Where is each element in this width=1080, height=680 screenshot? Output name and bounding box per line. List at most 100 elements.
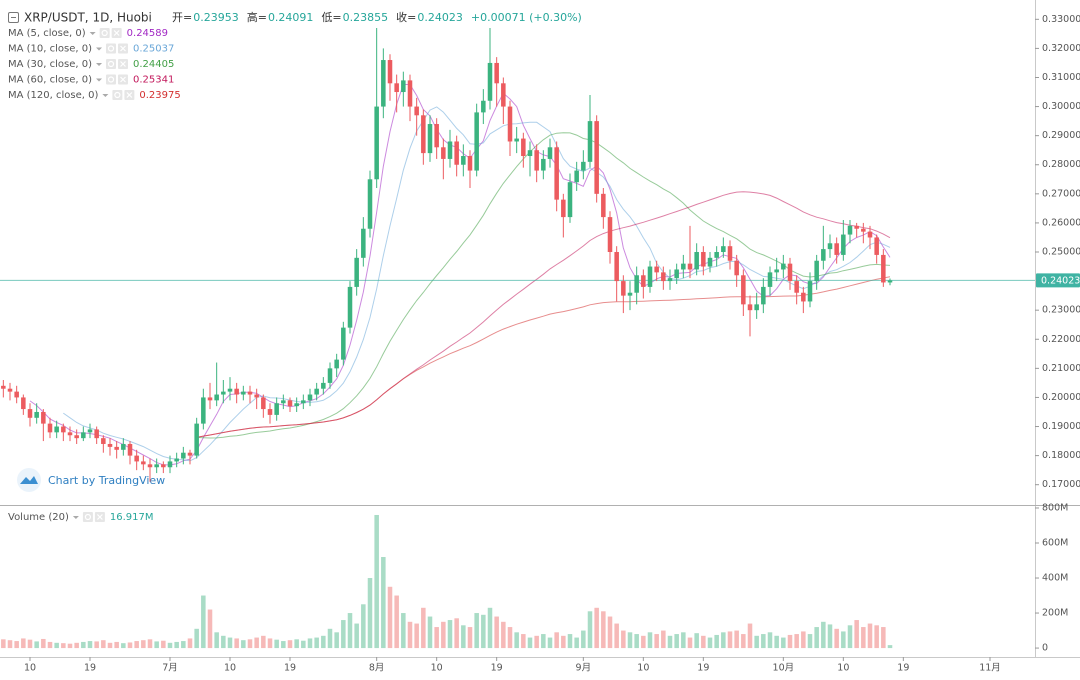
- candle-body: [247, 391, 253, 395]
- volume-bar: [94, 641, 99, 649]
- ohlc-label: 高=: [247, 10, 267, 24]
- volume-bar: [521, 634, 526, 649]
- y-tick-label: 0.22000: [1042, 334, 1080, 345]
- x-tick-label: 10: [431, 663, 443, 674]
- candle-body: [867, 231, 873, 238]
- volume-bar: [221, 635, 226, 649]
- volume-bar: [47, 641, 53, 649]
- candle-body: [394, 83, 399, 93]
- candle-body: [534, 150, 539, 171]
- volume-bar: [381, 557, 386, 649]
- candle-body: [327, 368, 333, 383]
- volume-bar: [307, 638, 313, 649]
- volume-bar: [661, 630, 666, 649]
- volume-bar: [867, 623, 873, 649]
- watermark: Chart by TradingView: [17, 468, 165, 492]
- candle-body: [221, 391, 226, 395]
- volume-bar: [667, 635, 673, 649]
- candle-body: [767, 272, 773, 287]
- chart-title: XRP/USDT, 1D, Huobi: [24, 11, 152, 25]
- candle-body: [634, 275, 639, 293]
- candle-body: [434, 124, 439, 148]
- volume-bar: [167, 642, 173, 649]
- volume-bar: [854, 620, 859, 649]
- ma-legend-value: 0.23975: [139, 90, 180, 101]
- volume-bar: [654, 634, 659, 649]
- volume-bar: [514, 632, 519, 649]
- volume-bar: [827, 624, 833, 649]
- volume-bar: [34, 641, 39, 649]
- ohlc-label: 开=: [172, 11, 192, 24]
- y-tick-label: 0.18000: [1042, 450, 1080, 461]
- settings-button[interactable]: [106, 59, 117, 69]
- settings-button[interactable]: [106, 74, 117, 85]
- candle-body: [81, 432, 86, 439]
- settings-icon: [114, 91, 121, 99]
- y-tick-label: 0.29000: [1042, 130, 1080, 141]
- y-tick-label: 0.32000: [1042, 43, 1080, 54]
- ohlc-label: 收=: [396, 10, 416, 24]
- candle-body: [674, 269, 679, 279]
- dropdown-arrow: [72, 516, 79, 519]
- volume-bar: [387, 586, 393, 649]
- candle-body: [647, 266, 653, 287]
- volume-bar: [247, 639, 253, 649]
- candle-body: [281, 400, 286, 404]
- settings-button[interactable]: [99, 28, 110, 38]
- dropdown-arrow: [89, 32, 96, 35]
- candle-body: [407, 80, 413, 107]
- volume-bar: [807, 634, 813, 649]
- candle-body: [627, 292, 633, 296]
- x-tick-label: 7月: [162, 663, 178, 674]
- candle-body: [507, 106, 513, 142]
- candle-body: [787, 263, 793, 282]
- ma-legend-name: MA (10, close, 0): [8, 44, 92, 55]
- volume-bar: [401, 613, 406, 649]
- volume-bar: [441, 621, 446, 649]
- remove-icon: [126, 92, 133, 98]
- settings-button[interactable]: [82, 512, 93, 522]
- candle-body: [774, 269, 779, 273]
- candle-body: [174, 458, 179, 462]
- volume-y-tick-label: 200M: [1042, 608, 1068, 619]
- volume-bar: [547, 637, 553, 649]
- volume-bar: [887, 645, 893, 649]
- y-tick-label: 0.26000: [1042, 217, 1080, 228]
- price-change: +0.00071 (+0.30%): [471, 11, 582, 24]
- candles: [1, 28, 893, 649]
- x-tick-label: 8月: [369, 663, 385, 674]
- x-tick-label: 10: [24, 663, 36, 674]
- settings-button[interactable]: [106, 43, 117, 54]
- candle-body: [754, 304, 759, 311]
- volume-bar: [634, 634, 639, 649]
- settings-button[interactable]: [112, 90, 123, 100]
- candle-body: [107, 443, 113, 447]
- volume-bar: [707, 637, 713, 649]
- x-tick-label: 11月: [979, 663, 1001, 674]
- volume-bar: [261, 635, 266, 649]
- volume-bar: [347, 613, 353, 649]
- candle-body: [474, 112, 479, 171]
- candle-body: [794, 281, 799, 293]
- candle-body: [301, 400, 306, 404]
- volume-bar: [747, 623, 753, 649]
- volume-bar: [7, 640, 13, 649]
- volume-bar: [741, 634, 746, 649]
- volume-bar: [67, 643, 73, 649]
- y-tick-label: 0.23000: [1042, 305, 1080, 316]
- candle-body: [441, 147, 446, 159]
- volume-bar: [334, 632, 339, 649]
- candle-body: [701, 252, 706, 267]
- symbol-toggle[interactable]: [8, 12, 19, 23]
- candle-body: [681, 263, 686, 270]
- volume-bar: [601, 611, 606, 649]
- volume-bar: [374, 514, 379, 649]
- volume-bar: [721, 632, 726, 649]
- volume-bar: [234, 638, 239, 649]
- settings-icon: [107, 76, 115, 83]
- candle-body: [194, 423, 199, 456]
- volume-bar: [267, 638, 273, 649]
- candle-body: [841, 234, 846, 255]
- candle-body: [294, 403, 299, 407]
